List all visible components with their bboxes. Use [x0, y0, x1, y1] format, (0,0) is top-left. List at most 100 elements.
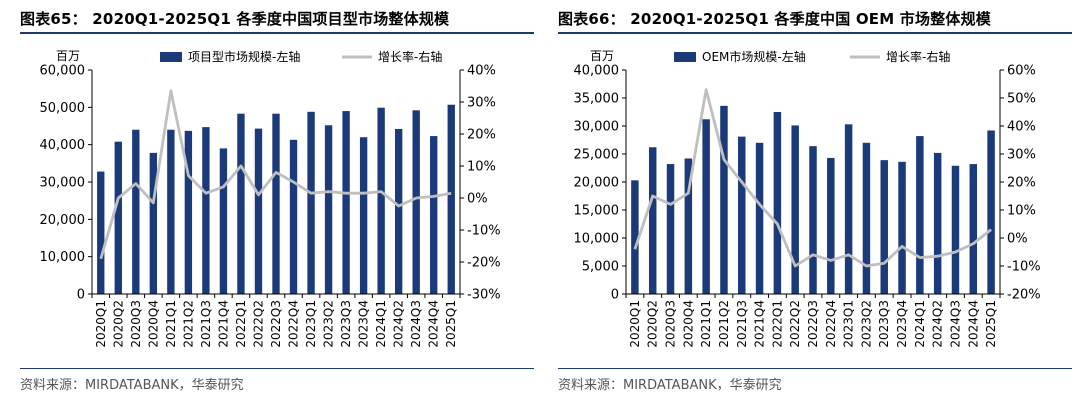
bar-2023Q2 — [324, 125, 333, 295]
left-tick-label: 15,000 — [574, 204, 620, 219]
x-tick-label: 2021Q3 — [199, 300, 213, 348]
growth-line — [99, 89, 452, 260]
bar-2025Q1 — [447, 104, 455, 294]
x-tick-label: 2021Q4 — [753, 300, 767, 348]
bar-2021Q2 — [720, 105, 728, 294]
x-tick-label: 2022Q1 — [770, 300, 784, 348]
left-tick-label: 30,000 — [574, 120, 620, 135]
x-tick-label: 2024Q2 — [392, 300, 406, 348]
x-tick-label: 2021Q1 — [699, 300, 713, 348]
bar-2023Q2 — [862, 142, 871, 294]
x-tick-label: 2022Q2 — [251, 300, 265, 348]
bar-2024Q4 — [430, 136, 438, 294]
bar-2020Q1 — [631, 180, 639, 294]
bar-2020Q3 — [132, 129, 140, 294]
right-tick-label: 10% — [467, 160, 496, 175]
chart-panel-right: 图表66： 2020Q1-2025Q1 各季度中国 OEM 市场整体规模 百万 O… — [550, 0, 1080, 407]
bar-2023Q3 — [342, 111, 350, 294]
bar-2021Q4 — [219, 148, 228, 294]
x-tick-label: 2020Q4 — [681, 300, 695, 348]
source-note: 资料来源：MIRDATABANK，华泰研究 — [20, 378, 244, 393]
x-tick-label: 2024Q1 — [913, 300, 927, 348]
bar-2021Q2 — [184, 130, 193, 294]
x-tick-label: 2023Q2 — [322, 300, 336, 348]
bar-2024Q3 — [951, 165, 960, 294]
bar-2023Q3 — [880, 160, 888, 294]
chart-title: 图表65： 2020Q1-2025Q1 各季度中国项目型市场整体规模 — [20, 10, 450, 28]
x-tick-label: 2021Q2 — [717, 300, 731, 348]
x-tick-label: 2022Q2 — [788, 300, 802, 348]
source-note: 资料来源：MIRDATABANK，华泰研究 — [558, 378, 782, 393]
bar-2023Q1 — [307, 111, 315, 295]
bar-2020Q2 — [648, 147, 657, 294]
bar-2021Q3 — [202, 127, 210, 295]
bar-2022Q2 — [791, 125, 799, 294]
bar-2022Q2 — [254, 128, 263, 294]
right-tick-label: 40% — [467, 64, 496, 79]
bar-2024Q1 — [916, 136, 924, 294]
x-tick-label: 2020Q2 — [111, 300, 125, 348]
left-tick-label: 20,000 — [574, 176, 620, 191]
chart-oem-market: 百万 OEM市场规模-左轴 增长率-右轴 0 5,000 10,000 15,000 20,0… — [574, 49, 1041, 348]
source-divider — [20, 368, 534, 369]
bar-2024Q3 — [412, 110, 420, 294]
right-tick-label: -20% — [467, 256, 501, 271]
bar-2021Q4 — [755, 142, 764, 294]
bar-2020Q4 — [149, 152, 158, 294]
unit-label: 百万 — [56, 49, 80, 63]
x-tick-label: 2020Q1 — [628, 300, 642, 348]
x-tick-label: 2025Q1 — [444, 300, 458, 348]
right-tick-label: 30% — [467, 96, 496, 111]
x-tick-label: 2020Q3 — [129, 300, 143, 348]
x-tick-label: 2023Q2 — [859, 300, 873, 348]
x-tick-label: 2024Q3 — [409, 300, 423, 348]
x-tick-label: 2023Q3 — [339, 300, 353, 348]
title-divider — [20, 32, 534, 34]
x-tick-label: 2020Q4 — [146, 300, 160, 348]
x-tick-label: 2022Q1 — [234, 300, 248, 348]
left-tick-label: 20,000 — [40, 213, 86, 228]
x-tick-label: 2022Q4 — [824, 300, 838, 348]
x-tick-label: 2021Q3 — [735, 300, 749, 348]
right-tick-label: -10% — [1007, 260, 1041, 275]
left-tick-label: 25,000 — [574, 148, 620, 163]
x-tick-label: 2021Q1 — [164, 300, 178, 348]
x-tick-label: 2024Q1 — [374, 300, 388, 348]
bar-2024Q2 — [933, 152, 942, 294]
x-tick-label: 2022Q4 — [287, 300, 301, 348]
chart-panel-left: 图表65： 2020Q1-2025Q1 各季度中国项目型市场整体规模 百万 项目型… — [12, 0, 542, 407]
bar-2020Q3 — [666, 164, 675, 294]
bar-2024Q1 — [377, 107, 385, 294]
growth-line — [633, 88, 992, 268]
bar-2020Q2 — [114, 141, 122, 294]
right-tick-label: 20% — [1007, 176, 1036, 191]
x-tick-label: 2020Q1 — [94, 300, 108, 348]
left-tick-label: 40,000 — [574, 64, 620, 79]
bar-2021Q1 — [702, 119, 710, 294]
bar-2024Q4 — [969, 164, 978, 294]
x-tick-label: 2023Q3 — [877, 300, 891, 348]
bar-2023Q1 — [844, 124, 853, 294]
legend-bar-swatch — [674, 52, 696, 62]
right-tick-label: 40% — [1007, 120, 1036, 135]
source-divider — [558, 368, 1072, 369]
right-tick-label: 20% — [467, 128, 496, 143]
bar-2023Q4 — [898, 161, 906, 294]
bar-2020Q1 — [97, 171, 105, 294]
left-tick-label: 10,000 — [574, 232, 620, 247]
x-tick-label: 2023Q4 — [895, 300, 909, 348]
right-tick-label: 50% — [1007, 92, 1036, 107]
legend-line-label: 增长率-右轴 — [886, 49, 950, 64]
right-tick-label: 0% — [1007, 232, 1028, 247]
x-tick-label: 2022Q3 — [269, 300, 283, 348]
x-tick-label: 2020Q2 — [646, 300, 660, 348]
right-tick-label: -30% — [467, 288, 501, 303]
x-tick-label: 2024Q2 — [931, 300, 945, 348]
left-tick-label: 35,000 — [574, 92, 620, 107]
x-tick-label: 2022Q3 — [806, 300, 820, 348]
x-tick-label: 2021Q4 — [216, 300, 230, 348]
bar-2023Q4 — [359, 137, 368, 294]
left-tick-label: 50,000 — [40, 101, 86, 116]
bar-2021Q3 — [738, 136, 746, 294]
bar-2022Q4 — [827, 157, 835, 294]
